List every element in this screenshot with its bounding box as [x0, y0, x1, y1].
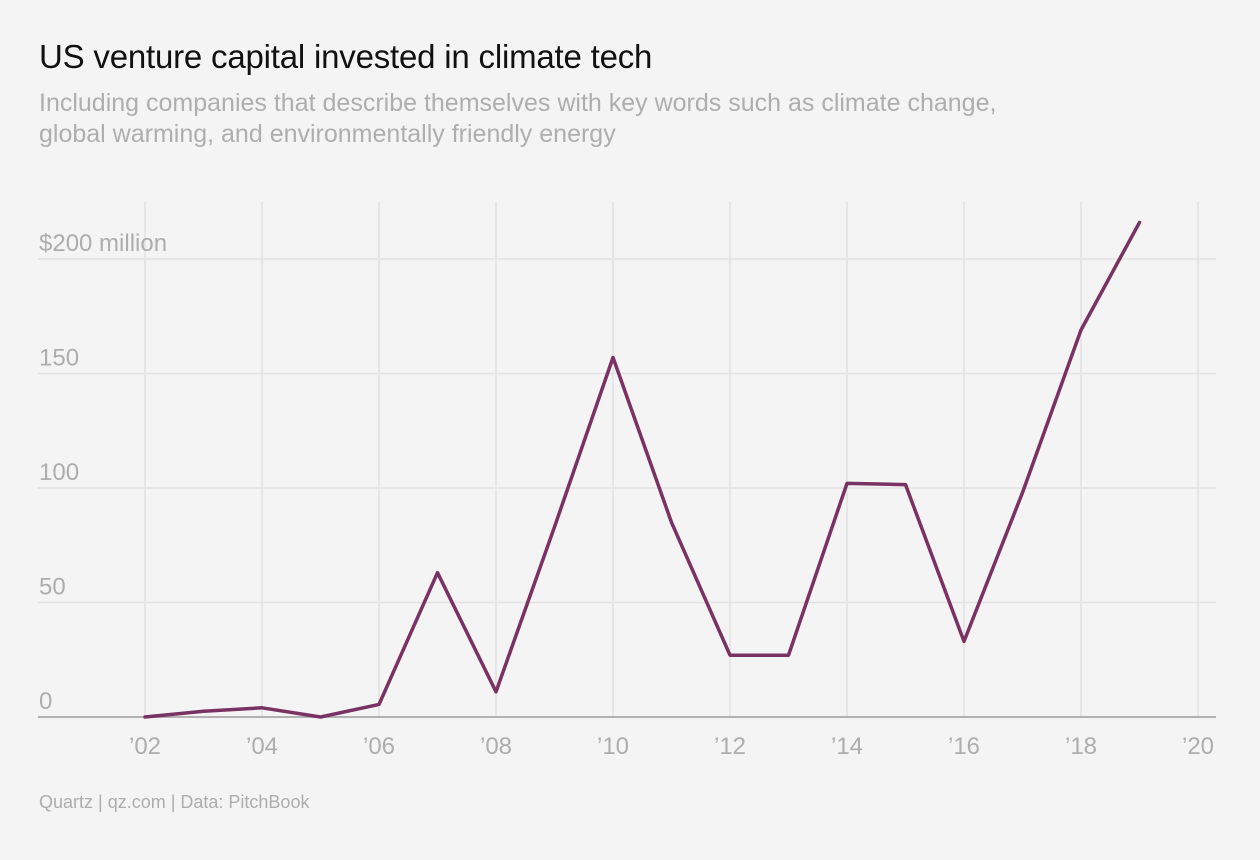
- y-tick-label: $200 million: [39, 230, 167, 257]
- x-tick-label: ’06: [363, 733, 395, 760]
- x-tick-label: ’08: [480, 733, 512, 760]
- chart-subtitle: Including companies that describe themse…: [39, 89, 997, 148]
- grid-layer: [38, 202, 1216, 717]
- x-tick-label: ’20: [1182, 733, 1214, 760]
- y-tick-label: 150: [39, 345, 79, 372]
- series-line: [143, 220, 1142, 719]
- series-layer: [143, 220, 1142, 719]
- x-tick-label: ’16: [948, 733, 980, 760]
- y-tick-label: 0: [39, 688, 52, 715]
- y-tick-label: 50: [39, 574, 66, 601]
- x-tick-label: ’10: [597, 733, 629, 760]
- x-tick-label: ’04: [246, 733, 278, 760]
- tick-labels: 0 50 100 150 $200 million ’02 ’04 ’06 ’08 ’10 ’12 ’…: [39, 230, 1214, 760]
- x-tick-label: ’18: [1065, 733, 1097, 760]
- x-tick-label: ’02: [129, 733, 161, 760]
- x-tick-label: ’12: [714, 733, 746, 760]
- source-credit: Quartz | qz.com | Data: PitchBook: [39, 792, 310, 812]
- y-tick-label: 100: [39, 459, 79, 486]
- x-tick-label: ’14: [831, 733, 863, 760]
- chart-title: US venture capital invested in climate t…: [39, 38, 653, 75]
